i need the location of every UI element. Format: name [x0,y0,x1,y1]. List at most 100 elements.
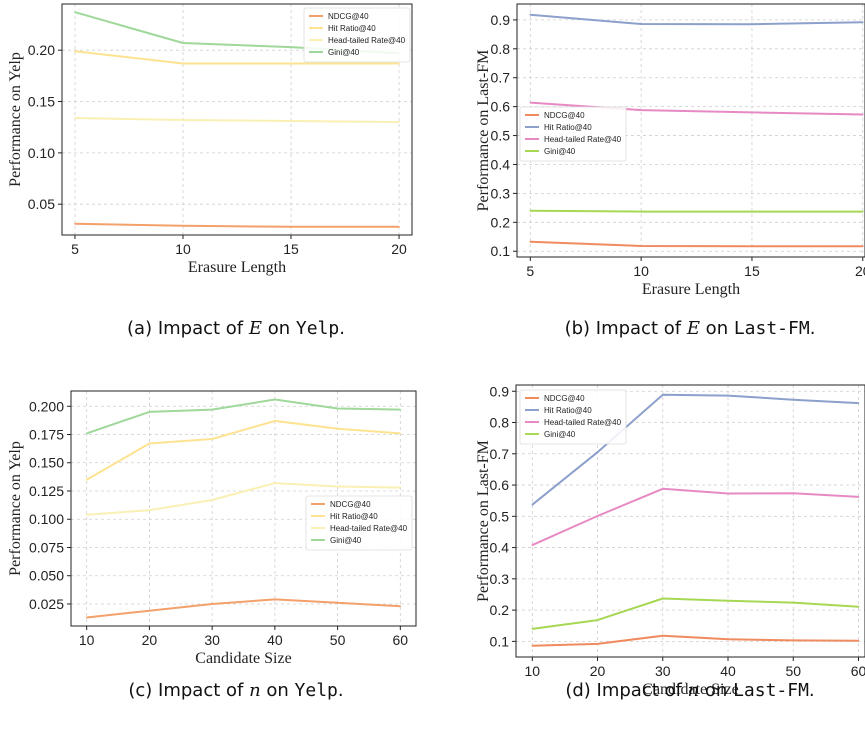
panel-d: 10 20 30 40 50 60 0.1 0.2 0.3 0.4 0.5 0.6 0.7 0.8 0.9 C… [475,383,865,701]
caption-pre: (b) Impact of [565,318,687,339]
plot-frame [70,390,417,627]
data-point [857,639,860,642]
caption-pre: (c) Impact of [128,680,249,701]
y-tick-label: 0.9 [490,383,510,399]
data-point [336,407,339,410]
data-point [399,486,402,489]
data-point [751,111,753,114]
caption-post: . [338,680,344,701]
legend-box [305,495,413,551]
caption-mid: on [261,680,295,701]
data-point [751,245,753,248]
data-point [182,224,184,227]
y-tick-label: 0.175 [29,426,64,442]
caption-var: n [688,680,700,701]
data-point [74,11,76,14]
data-point [398,225,400,228]
panel-a: 5 10 15 20 0.05 0.10 0.15 0.20 Erasure Length Per… [7,3,413,339]
data-point [182,42,184,44]
legend-label: Head-tailed Rate@40 [544,135,622,144]
y-tick-label: 0.2 [491,214,511,230]
legend-label: NDCG@40 [330,500,371,509]
x-tick-label: 20 [855,263,865,279]
x-tick-label: 60 [851,663,865,679]
series-line-1 [530,13,863,26]
legend-label: Gini@40 [328,48,360,57]
series-line-1 [531,393,859,506]
y-tick-label: 0.5 [491,128,511,144]
data-point [529,13,532,16]
x-tick-label: 10 [633,263,649,279]
y-tick-label: 0.075 [29,539,64,555]
y-tick-label: 0.15 [28,94,55,110]
data-point [727,492,729,495]
data-point [182,62,184,65]
caption-post: . [809,680,815,701]
data-point [274,420,276,422]
x-tick-label: 5 [71,241,79,257]
series-line-0 [86,598,401,619]
x-tick-label: 40 [267,632,283,648]
legend-label: Gini@40 [544,430,576,439]
data-point [531,503,534,506]
legend-label: NDCG@40 [544,394,585,403]
data-point [148,609,151,612]
data-point [85,616,88,619]
y-axis-label: Performance on Yelp [7,441,24,576]
data-point [531,628,534,630]
data-point [399,432,402,435]
data-point [661,393,664,396]
x-tick-label: 50 [785,663,801,679]
y-axis-label: Performance on Last-FM [475,50,492,212]
data-point [211,438,213,440]
data-point [861,113,864,116]
y-tick-label: 0.05 [28,196,55,212]
y-tick-label: 0.8 [490,415,510,431]
caption-ds: Yelp [295,680,338,701]
y-tick-label: 0.2 [490,602,510,618]
x-tick-label: 20 [590,663,606,679]
data-point [211,499,213,501]
data-point [861,21,864,24]
y-tick-label: 0.20 [28,42,55,58]
caption-pre: (a) Impact of [127,318,249,339]
legend-label: Hit Ratio@40 [544,406,592,415]
data-point [727,599,729,602]
x-tick-label: 30 [204,632,220,648]
x-tick-label: 60 [393,632,409,648]
data-point [399,605,402,608]
x-tick-label: 10 [175,241,191,257]
y-tick-label: 0.7 [491,70,511,86]
data-point [85,478,88,481]
data-point [336,602,339,604]
y-tick-label: 0.4 [491,156,511,172]
data-point [148,509,151,511]
series-line-2 [531,487,859,547]
y-tick-label: 0.1 [490,633,510,649]
legend: NDCG@40 Hit Ratio@40 Head-tailed Rate@40 Gi… [303,7,411,63]
data-point [290,46,292,48]
data-point [727,394,729,397]
y-tick-label: 0.6 [491,99,511,115]
data-point [74,50,76,53]
x-axis-label: Erasure Length [642,281,740,298]
x-tick-label: 30 [655,663,671,679]
legend-label: Head-tailed Rate@40 [328,36,406,45]
data-point [640,23,642,25]
series-line-0 [532,634,859,647]
panel-caption: (c) Impact of n on Yelp. [128,680,343,701]
data-point [274,398,276,401]
legend: NDCG@40 Hit Ratio@40 Head-tailed Rate@40 Gi… [519,106,627,162]
x-tick-label: 50 [330,632,346,648]
legend: NDCG@40 Hit Ratio@40 Head-tailed Rate@40 Gi… [305,495,413,551]
data-point [596,619,599,621]
data-point [148,411,151,413]
data-point [596,515,599,517]
y-tick-label: 0.125 [29,483,64,499]
y-tick-label: 0.025 [29,596,64,612]
data-point [792,639,795,642]
data-point [640,245,642,247]
data-point [398,62,400,65]
data-point [861,210,864,213]
